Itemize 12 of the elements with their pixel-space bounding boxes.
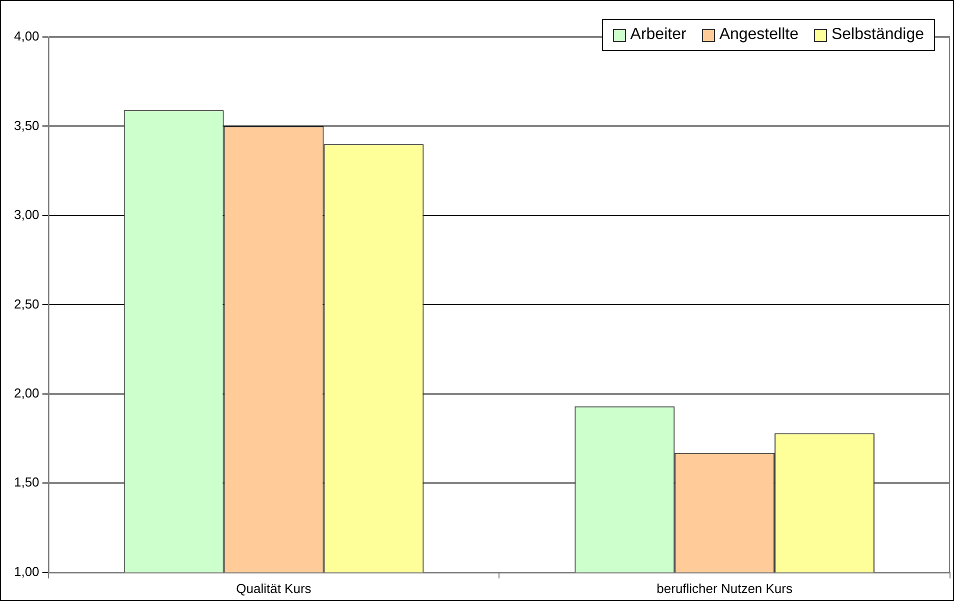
- x-tick-label: beruflicher Nutzen Kurs: [656, 580, 793, 596]
- legend-label: Selbständige: [831, 26, 924, 44]
- y-tick-label: 1,50: [14, 474, 40, 490]
- y-tick-label: 4,00: [14, 28, 40, 44]
- legend-label: Arbeiter: [630, 26, 686, 44]
- x-tick-label: Qualität Kurs: [236, 580, 312, 596]
- y-tick-label: 3,00: [14, 207, 40, 222]
- y-tick-label: 3,50: [14, 118, 40, 133]
- y-tick-label: 2,00: [14, 386, 40, 401]
- legend-label: Angestellte: [719, 26, 798, 44]
- y-tick-label: 1,00: [14, 564, 40, 579]
- y-tick-label: 2,50: [14, 296, 40, 312]
